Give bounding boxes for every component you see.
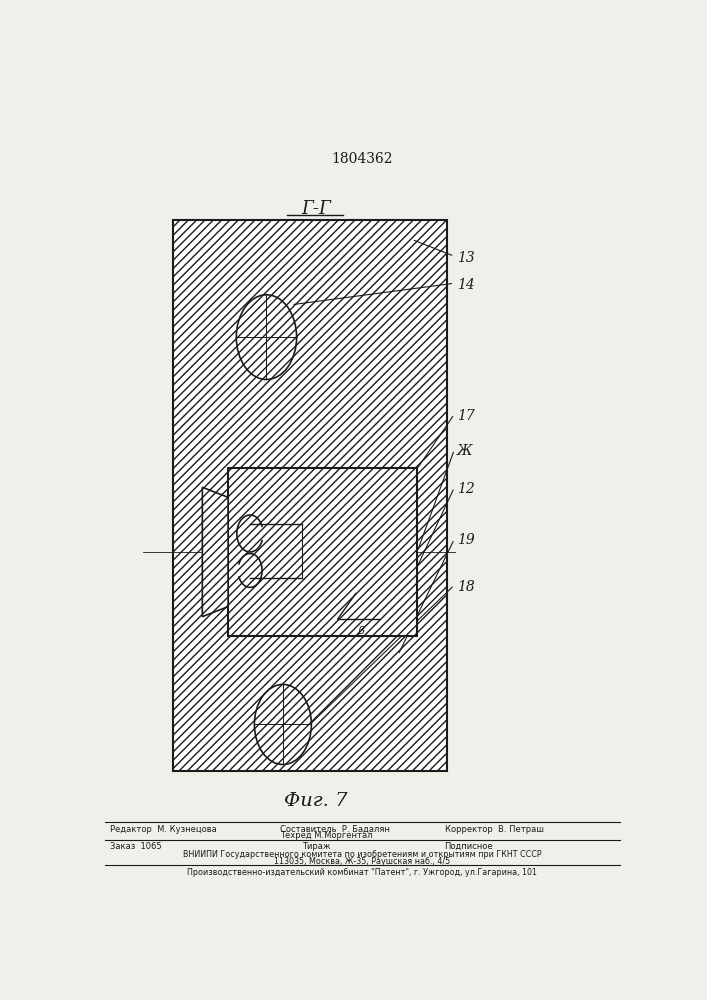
Text: 18: 18 xyxy=(457,580,474,594)
Text: 19: 19 xyxy=(457,533,474,547)
Text: 14: 14 xyxy=(457,278,474,292)
Text: Редактор  М. Кузнецова: Редактор М. Кузнецова xyxy=(110,825,217,834)
Text: 1804362: 1804362 xyxy=(332,152,393,166)
Text: 13: 13 xyxy=(457,251,474,265)
Text: ВНИИПИ Государственного комитета по изобретениям и открытиям при ГКНТ СССР: ВНИИПИ Государственного комитета по изоб… xyxy=(183,850,542,859)
Bar xyxy=(173,220,448,771)
Circle shape xyxy=(255,684,311,764)
Circle shape xyxy=(236,295,297,379)
Text: Тираж: Тираж xyxy=(302,842,331,851)
Bar xyxy=(228,468,417,636)
Text: Техред М.Моргентал: Техред М.Моргентал xyxy=(280,831,373,840)
Text: 17: 17 xyxy=(457,409,474,423)
Text: Заказ  1065: Заказ 1065 xyxy=(110,842,162,851)
Text: Ж: Ж xyxy=(457,444,472,458)
Text: $\beta$: $\beta$ xyxy=(357,624,366,638)
Text: Составитель  Р. Бадалян: Составитель Р. Бадалян xyxy=(280,825,390,834)
Bar xyxy=(228,468,417,636)
Text: Фиг. 7: Фиг. 7 xyxy=(284,792,348,810)
Text: 113035, Москва, Ж-35, Раушская наб., 4/5: 113035, Москва, Ж-35, Раушская наб., 4/5 xyxy=(274,857,450,866)
Text: 12: 12 xyxy=(457,482,474,496)
Text: Г-Г: Г-Г xyxy=(300,200,331,218)
Text: Подписное: Подписное xyxy=(445,842,493,851)
Text: Производственно-издательский комбинат "Патент", г. Ужгород, ул.Гагарина, 101: Производственно-издательский комбинат "П… xyxy=(187,868,537,877)
Bar xyxy=(173,220,448,771)
Polygon shape xyxy=(202,487,228,617)
Text: Корректор  В. Петраш: Корректор В. Петраш xyxy=(445,825,544,834)
